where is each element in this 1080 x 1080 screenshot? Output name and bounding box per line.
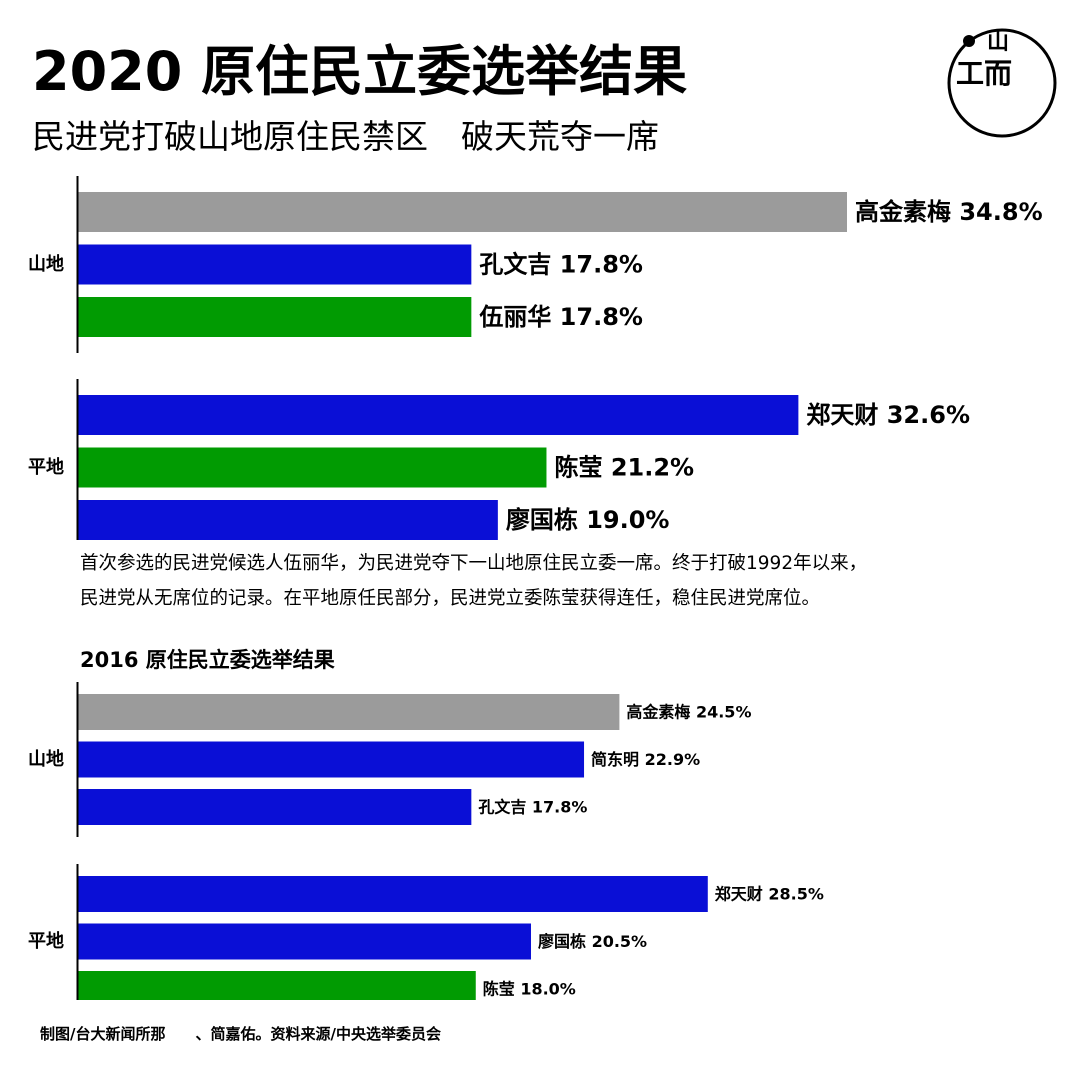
svg-text:而: 而: [984, 57, 1012, 90]
bar-label: 孔文吉 17.8%: [479, 251, 643, 279]
chart-2016-title: 2016 原住民立委选举结果: [80, 648, 335, 672]
bar-郑天财: [78, 395, 799, 435]
bar-伍丽华: [78, 297, 472, 337]
bar-孔文吉: [78, 789, 472, 825]
bar-label: 郑天财 32.6%: [806, 401, 970, 429]
bar-郑天财: [78, 876, 708, 912]
bar-label: 孔文吉 17.8%: [478, 798, 587, 817]
description-line: 首次参选的民进党候选人伍丽华，为民进党夺下一山地原住民立委一席。终于打破1992…: [80, 553, 868, 574]
bar-label: 陈莹 18.0%: [483, 980, 576, 999]
bar-label: 简东明 22.9%: [591, 750, 700, 769]
page-subtitle: 民进党打破山地原住民禁区 破天荒夺一席: [32, 117, 659, 156]
bar-label: 伍丽华 17.8%: [479, 303, 643, 331]
bar-label: 高金素梅 34.8%: [855, 198, 1043, 226]
description-line: 民进党从无席位的记录。在平地原任民部分，民进党立委陈莹获得连任，稳住民进党席位。: [80, 588, 821, 609]
bar-label: 廖国栋 19.0%: [506, 506, 670, 534]
category-label: 山地: [28, 748, 64, 770]
page-title: 2020 原住民立委选举结果: [32, 40, 688, 103]
bar-孔文吉: [78, 244, 472, 285]
bar-label: 廖国栋 20.5%: [538, 932, 647, 951]
bar-label: 郑天财 28.5%: [715, 885, 824, 904]
svg-text:山: 山: [987, 30, 1009, 55]
bar-陈莹: [78, 447, 547, 488]
bar-廖国栋: [78, 923, 532, 960]
description: 首次参选的民进党候选人伍丽华，为民进党夺下一山地原住民立委一席。终于打破1992…: [80, 546, 1060, 616]
bar-廖国栋: [78, 500, 498, 540]
bar-高金素梅: [78, 192, 847, 232]
bar-陈莹: [78, 971, 476, 1000]
credit-line: 制图/台大新闻所那 、简嘉佑。资料来源/中央选举委员会: [40, 1025, 441, 1043]
bar-label: 陈莹 21.2%: [554, 454, 694, 482]
bar-label: 高金素梅 24.5%: [626, 703, 751, 722]
logo-icon: 山 工 而: [947, 28, 1057, 138]
category-label: 平地: [28, 930, 64, 952]
svg-text:工: 工: [956, 57, 984, 90]
bar-高金素梅: [78, 694, 620, 730]
category-label: 山地: [28, 253, 64, 275]
category-label: 平地: [28, 456, 64, 478]
bar-简东明: [78, 741, 585, 778]
